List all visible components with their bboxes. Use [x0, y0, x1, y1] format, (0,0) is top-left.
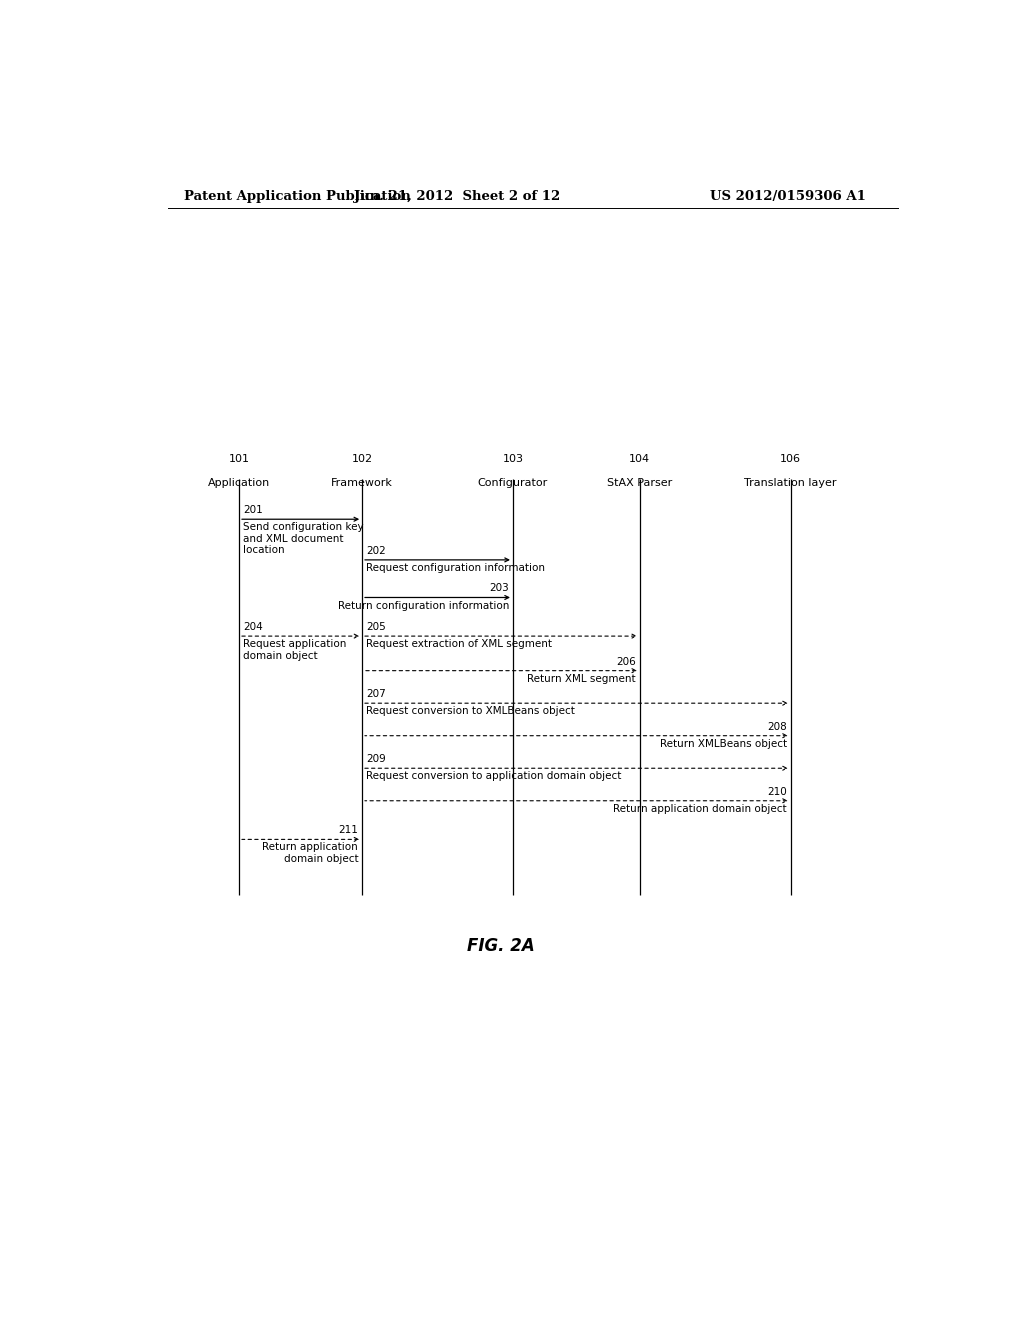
Text: Framework: Framework	[331, 478, 393, 487]
Text: Return XMLBeans object: Return XMLBeans object	[659, 739, 786, 748]
Text: StAX Parser: StAX Parser	[607, 478, 673, 487]
Text: 106: 106	[780, 454, 801, 465]
Text: Jun. 21, 2012  Sheet 2 of 12: Jun. 21, 2012 Sheet 2 of 12	[354, 190, 560, 202]
Text: 102: 102	[351, 454, 373, 465]
Text: Send configuration key
and XML document
location: Send configuration key and XML document …	[243, 523, 364, 556]
Text: Return application
domain object: Return application domain object	[262, 842, 358, 865]
Text: Return XML segment: Return XML segment	[527, 673, 636, 684]
Text: Application: Application	[208, 478, 270, 487]
Text: Translation layer: Translation layer	[744, 478, 837, 487]
Text: US 2012/0159306 A1: US 2012/0159306 A1	[711, 190, 866, 202]
Text: Patent Application Publication: Patent Application Publication	[183, 190, 411, 202]
Text: 103: 103	[503, 454, 523, 465]
Text: 209: 209	[367, 754, 386, 764]
Text: FIG. 2A: FIG. 2A	[467, 937, 535, 956]
Text: Configurator: Configurator	[478, 478, 548, 487]
Text: Request conversion to XMLBeans object: Request conversion to XMLBeans object	[367, 706, 574, 717]
Text: 104: 104	[630, 454, 650, 465]
Text: 207: 207	[367, 689, 386, 700]
Text: 201: 201	[243, 506, 263, 515]
Text: 210: 210	[767, 787, 786, 797]
Text: Request application
domain object: Request application domain object	[243, 639, 346, 661]
Text: Request configuration information: Request configuration information	[367, 562, 545, 573]
Text: 205: 205	[367, 622, 386, 632]
Text: 203: 203	[489, 583, 509, 594]
Text: 211: 211	[338, 825, 358, 836]
Text: 202: 202	[367, 545, 386, 556]
Text: Return configuration information: Return configuration information	[338, 601, 509, 611]
Text: 206: 206	[616, 656, 636, 667]
Text: 208: 208	[767, 722, 786, 731]
Text: Return application domain object: Return application domain object	[613, 804, 786, 814]
Text: Request conversion to application domain object: Request conversion to application domain…	[367, 771, 622, 781]
Text: 101: 101	[228, 454, 250, 465]
Text: 204: 204	[243, 622, 263, 632]
Text: Request extraction of XML segment: Request extraction of XML segment	[367, 639, 552, 649]
